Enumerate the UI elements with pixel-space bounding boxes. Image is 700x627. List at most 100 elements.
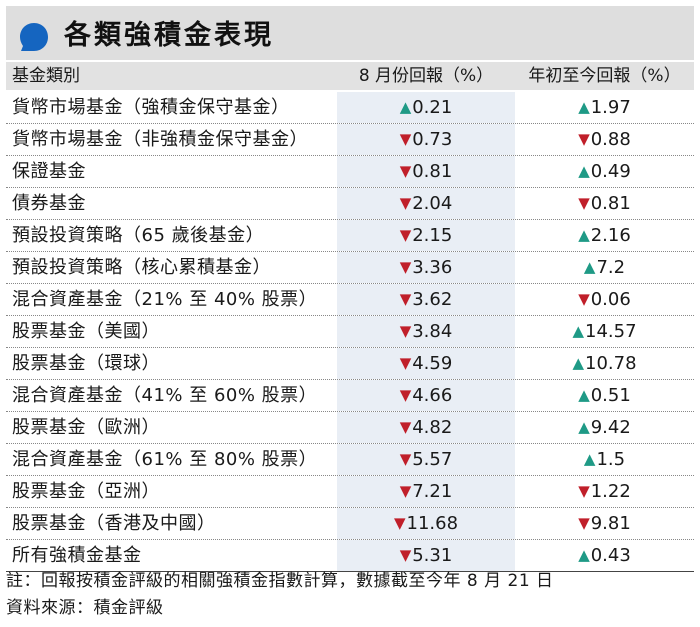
triangle-down-icon: ▼ <box>399 546 412 564</box>
fund-name: 混合資產基金（21% 至 40% 股票） <box>12 289 318 310</box>
month-return-value: 3.36 <box>412 257 453 278</box>
ytd-return-cell: ▼0.88 <box>515 124 694 156</box>
month-column-shade <box>337 156 515 187</box>
fund-name: 所有強積金基金 <box>12 545 142 566</box>
month-column-shade <box>337 348 515 379</box>
triangle-down-icon: ▼ <box>578 290 590 308</box>
month-column-shade <box>337 444 515 475</box>
ytd-return-value: 0.43 <box>590 545 631 566</box>
month-return-value: 3.62 <box>412 289 453 310</box>
triangle-up-icon: ▲ <box>578 162 590 180</box>
ytd-return-value: 14.57 <box>585 321 637 342</box>
table-row: 股票基金（香港及中國） ▼11.68 ▼9.81 <box>6 508 694 540</box>
fund-name: 債券基金 <box>12 193 86 214</box>
fund-name: 保證基金 <box>12 161 86 182</box>
month-return-value: 0.81 <box>412 161 453 182</box>
header-fund-category: 基金類別 <box>12 66 80 86</box>
fund-name: 混合資產基金（61% 至 80% 股票） <box>12 449 318 470</box>
month-return-cell: ▼5.31 <box>337 540 515 572</box>
month-column-shade <box>337 124 515 155</box>
triangle-up-icon: ▲ <box>572 354 584 372</box>
month-return-cell: ▼2.04 <box>337 188 515 220</box>
triangle-down-icon: ▼ <box>399 386 412 404</box>
triangle-down-icon: ▼ <box>399 258 412 276</box>
ytd-return-value: 1.5 <box>596 449 626 470</box>
month-return-cell: ▼7.21 <box>337 476 515 508</box>
ytd-return-cell: ▲0.49 <box>515 156 694 188</box>
triangle-down-icon: ▼ <box>578 514 590 532</box>
month-return-value: 5.31 <box>412 545 453 566</box>
fund-name: 股票基金（美國） <box>12 321 160 342</box>
month-return-value: 7.21 <box>412 481 453 502</box>
table-row: 股票基金（亞洲） ▼7.21 ▼1.22 <box>6 476 694 508</box>
fund-name: 貨幣市場基金（強積金保守基金） <box>12 97 290 118</box>
page-title: 各類強積金表現 <box>64 20 274 51</box>
footnote: 註：回報按積金評級的相關強積金指數計算，數據截至今年 8 月 21 日 <box>6 571 554 591</box>
ytd-return-cell: ▼0.81 <box>515 188 694 220</box>
fund-name: 股票基金（歐洲） <box>12 417 160 438</box>
month-column-shade <box>337 220 515 251</box>
header-month-return: 8 月份回報（%） <box>358 66 494 86</box>
triangle-up-icon: ▲ <box>583 258 596 276</box>
month-return-cell: ▼0.81 <box>337 156 515 188</box>
month-return-cell: ▼11.68 <box>337 508 515 540</box>
month-return-cell: ▼4.66 <box>337 380 515 412</box>
ytd-return-value: 0.06 <box>590 289 631 310</box>
ytd-return-cell: ▼9.81 <box>515 508 694 540</box>
month-column-shade <box>337 476 515 507</box>
month-return-value: 4.82 <box>412 417 453 438</box>
ytd-return-cell: ▲1.97 <box>515 92 694 124</box>
ytd-return-value: 10.78 <box>585 353 637 374</box>
ytd-return-value: 0.51 <box>590 385 631 406</box>
table-row: 股票基金（美國） ▼3.84 ▲14.57 <box>6 316 694 348</box>
ytd-return-value: 7.2 <box>596 257 626 278</box>
month-column-shade <box>337 412 515 443</box>
ytd-return-cell: ▲9.42 <box>515 412 694 444</box>
month-return-value: 11.68 <box>406 513 459 534</box>
month-return-cell: ▼4.59 <box>337 348 515 380</box>
ytd-return-value: 0.88 <box>590 129 631 150</box>
speech-bubble-icon <box>20 23 48 51</box>
triangle-down-icon: ▼ <box>578 482 590 500</box>
triangle-down-icon: ▼ <box>578 130 590 148</box>
month-return-value: 4.66 <box>412 385 453 406</box>
triangle-down-icon: ▼ <box>399 418 412 436</box>
ytd-return-value: 9.42 <box>590 417 631 438</box>
triangle-up-icon: ▲ <box>578 98 590 116</box>
ytd-return-cell: ▼1.22 <box>515 476 694 508</box>
table-row: 股票基金（環球） ▼4.59 ▲10.78 <box>6 348 694 380</box>
triangle-up-icon: ▲ <box>578 546 590 564</box>
month-column-shade <box>337 92 515 123</box>
ytd-return-cell: ▲10.78 <box>515 348 694 380</box>
month-return-value: 0.21 <box>412 97 453 118</box>
table-row: 所有強積金基金 ▼5.31 ▲0.43 <box>6 540 694 572</box>
table-header: 基金類別 8 月份回報（%） 年初至今回報（%） <box>6 62 694 90</box>
month-return-value: 5.57 <box>412 449 453 470</box>
month-return-value: 3.84 <box>412 321 453 342</box>
ytd-return-cell: ▼0.06 <box>515 284 694 316</box>
triangle-up-icon: ▲ <box>578 386 590 404</box>
month-column-shade <box>337 540 515 571</box>
month-column-shade <box>337 508 515 539</box>
fund-name: 貨幣市場基金（非強積金保守基金） <box>12 129 308 150</box>
table-row: 混合資產基金（41% 至 60% 股票） ▼4.66 ▲0.51 <box>6 380 694 412</box>
fund-table: 貨幣市場基金（強積金保守基金） ▲0.21 ▲1.97 貨幣市場基金（非強積金保守基金… <box>6 92 694 572</box>
triangle-up-icon: ▲ <box>399 98 412 116</box>
triangle-down-icon: ▼ <box>399 290 412 308</box>
triangle-down-icon: ▼ <box>399 130 412 148</box>
month-return-cell: ▼5.57 <box>337 444 515 476</box>
triangle-down-icon: ▼ <box>393 514 406 532</box>
table-row: 債券基金 ▼2.04 ▼0.81 <box>6 188 694 220</box>
ytd-return-value: 1.22 <box>590 481 631 502</box>
ytd-return-value: 0.49 <box>590 161 631 182</box>
triangle-down-icon: ▼ <box>399 194 412 212</box>
month-return-value: 2.15 <box>412 225 453 246</box>
fund-name: 混合資產基金（41% 至 60% 股票） <box>12 385 318 406</box>
ytd-return-cell: ▲2.16 <box>515 220 694 252</box>
month-return-cell: ▼4.82 <box>337 412 515 444</box>
triangle-up-icon: ▲ <box>578 226 590 244</box>
triangle-down-icon: ▼ <box>399 354 412 372</box>
table-row: 預設投資策略（核心累積基金） ▼3.36 ▲7.2 <box>6 252 694 284</box>
triangle-up-icon: ▲ <box>578 418 590 436</box>
source-line: 資料來源：積金評級 <box>6 598 164 618</box>
